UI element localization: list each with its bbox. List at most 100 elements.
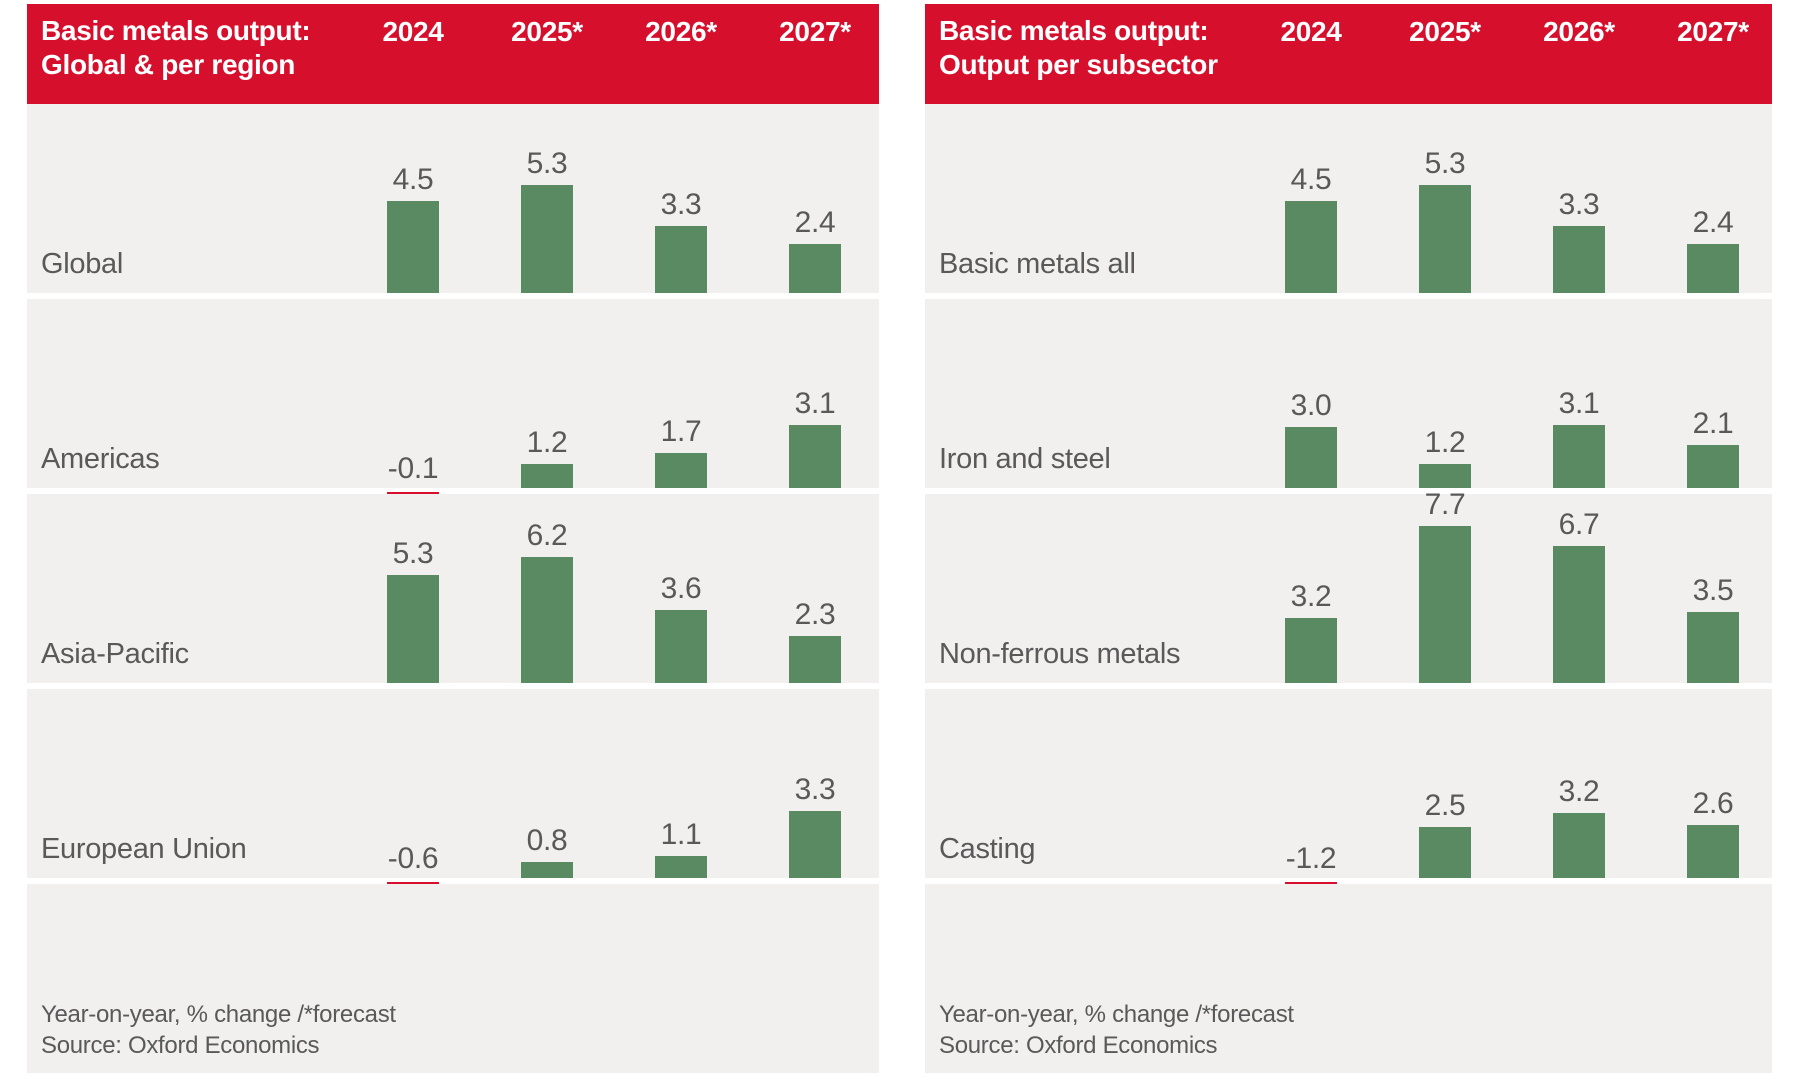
positive-bar	[521, 557, 573, 683]
bar-group: 2.4	[789, 206, 841, 293]
chart-row: European Union -0.6 0.8 1.1 3.3	[27, 689, 879, 894]
row-label: Asia-Pacific	[41, 638, 189, 670]
column-year-label: 2026*	[645, 16, 717, 47]
positive-bar	[655, 610, 707, 683]
column-year-label: 2024	[382, 16, 444, 47]
row-label: Non-ferrous metals	[939, 638, 1181, 670]
bar-group: 2.6	[1687, 787, 1739, 878]
bar-value-label: -0.6	[387, 842, 439, 875]
bar-group: 6.2	[521, 519, 573, 683]
bar-group: 3.1	[1553, 387, 1605, 488]
chart-row: Global 4.5 5.3 3.3 2.4	[27, 104, 879, 293]
chart-row: Americas -0.1 1.2 1.7 3.1	[27, 299, 879, 497]
bar-value-label: 3.1	[1558, 387, 1600, 420]
chart-row: Iron and steel 3.0 1.2 3.1 2.1	[925, 299, 1772, 488]
positive-bar	[789, 244, 841, 293]
row-label: Casting	[939, 833, 1036, 865]
bar-value-label: 1.7	[660, 415, 702, 448]
bar-value-label: 7.7	[1424, 488, 1466, 521]
bar-group: 5.3	[1419, 147, 1471, 293]
source: Source: Oxford Economics	[41, 1032, 320, 1059]
column-year-label: 2027*	[1677, 16, 1749, 47]
bar-group: 2.1	[1687, 407, 1739, 488]
bar-group: 3.0	[1285, 389, 1337, 488]
positive-bar	[1687, 445, 1739, 488]
footnote: Year-on-year, % change /*forecast	[41, 1001, 396, 1028]
bar-group: 3.2	[1553, 775, 1605, 878]
bar-value-label: 2.4	[1692, 206, 1734, 239]
positive-bar	[387, 575, 439, 683]
footer-text: Year-on-year, % change /*forecast Source…	[41, 999, 396, 1061]
bar-value-label: 2.4	[794, 206, 836, 239]
positive-bar	[655, 856, 707, 878]
positive-bar	[1687, 244, 1739, 293]
bar-group: 3.3	[655, 188, 707, 293]
chart-row: Asia-Pacific 5.3 6.2 3.6 2.3	[27, 494, 879, 683]
footer-text: Year-on-year, % change /*forecast Source…	[939, 999, 1294, 1061]
bar-value-label: 0.8	[526, 824, 568, 857]
positive-bar	[521, 185, 573, 293]
bar-group: 7.7	[1419, 488, 1471, 683]
bar-group: 3.6	[655, 572, 707, 683]
bar-value-label: 2.6	[1692, 787, 1734, 820]
positive-bar	[1687, 825, 1739, 878]
bar-value-label: 2.5	[1424, 789, 1466, 822]
bar-value-label: 5.3	[392, 537, 434, 570]
positive-bar	[789, 811, 841, 878]
bar-group: 2.5	[1419, 789, 1471, 878]
right-panel-title-line1: Basic metals output:	[939, 15, 1209, 46]
bar-group: 6.7	[1553, 508, 1605, 683]
bar-value-label: -0.1	[387, 452, 439, 485]
bar-group: -0.1	[387, 452, 439, 497]
row-label: Americas	[41, 443, 160, 475]
bar-group: 0.8	[521, 824, 573, 878]
bar-value-label: -1.2	[1285, 842, 1337, 875]
bar-value-label: 3.3	[1558, 188, 1600, 221]
left-panel-footer: Year-on-year, % change /*forecast Source…	[27, 884, 879, 1073]
bar-value-label: 5.3	[526, 147, 568, 180]
bar-value-label: 2.3	[794, 598, 836, 631]
column-year-label: 2024	[1280, 16, 1342, 47]
bar-value-label: 1.2	[1424, 426, 1466, 459]
bar-group: 1.7	[655, 415, 707, 488]
rows: Global 4.5 5.3 3.3 2.4 Americas -0.1 1.2 1.7 3.1 A…	[27, 104, 879, 894]
bar-value-label: 4.5	[1290, 163, 1332, 196]
row-label: Iron and steel	[939, 443, 1111, 475]
bar-group: 4.5	[387, 163, 439, 293]
positive-bar	[1553, 813, 1605, 878]
right-panel-footer: Year-on-year, % change /*forecast Source…	[925, 884, 1772, 1073]
bar-value-label: 5.3	[1424, 147, 1466, 180]
bar-value-label: 1.2	[526, 426, 568, 459]
bar-group: 3.1	[789, 387, 841, 488]
row-label: Global	[41, 248, 124, 280]
positive-bar	[1419, 526, 1471, 683]
chart-row: Non-ferrous metals 3.2 7.7 6.7 3.5	[925, 488, 1772, 683]
column-year-label: 2025*	[1409, 16, 1481, 47]
bar-group: 2.4	[1687, 206, 1739, 293]
bar-value-label: 3.2	[1558, 775, 1600, 808]
positive-bar	[1687, 612, 1739, 683]
positive-bar	[655, 226, 707, 293]
left-panel-title-line1: Basic metals output:	[41, 15, 311, 46]
bar-value-label: 3.3	[660, 188, 702, 221]
bar-group: 1.2	[521, 426, 573, 488]
positive-bar	[1553, 425, 1605, 488]
positive-bar	[1285, 618, 1337, 683]
left-chart-panel: Basic metals output: Global & per region…	[27, 4, 879, 1073]
bar-group: 4.5	[1285, 163, 1337, 293]
chart-row: Casting -1.2 2.5 3.2 2.6	[925, 689, 1772, 906]
bar-group: 3.5	[1687, 574, 1739, 683]
bar-group: 3.3	[1553, 188, 1605, 293]
source: Source: Oxford Economics	[939, 1032, 1218, 1059]
row-label: Basic metals all	[939, 248, 1136, 280]
bar-value-label: 4.5	[392, 163, 434, 196]
bar-value-label: 1.1	[660, 818, 702, 851]
footnote: Year-on-year, % change /*forecast	[939, 1001, 1294, 1028]
bar-group: 1.1	[655, 818, 707, 878]
positive-bar	[521, 464, 573, 488]
left-panel-header: Basic metals output: Global & per region…	[27, 4, 879, 104]
rows: Basic metals all 4.5 5.3 3.3 2.4 Iron and ste…	[925, 104, 1772, 906]
left-panel-title-line2: Global & per region	[41, 49, 296, 80]
right-panel-title-line2: Output per subsector	[939, 49, 1218, 80]
column-year-label: 2026*	[1543, 16, 1615, 47]
